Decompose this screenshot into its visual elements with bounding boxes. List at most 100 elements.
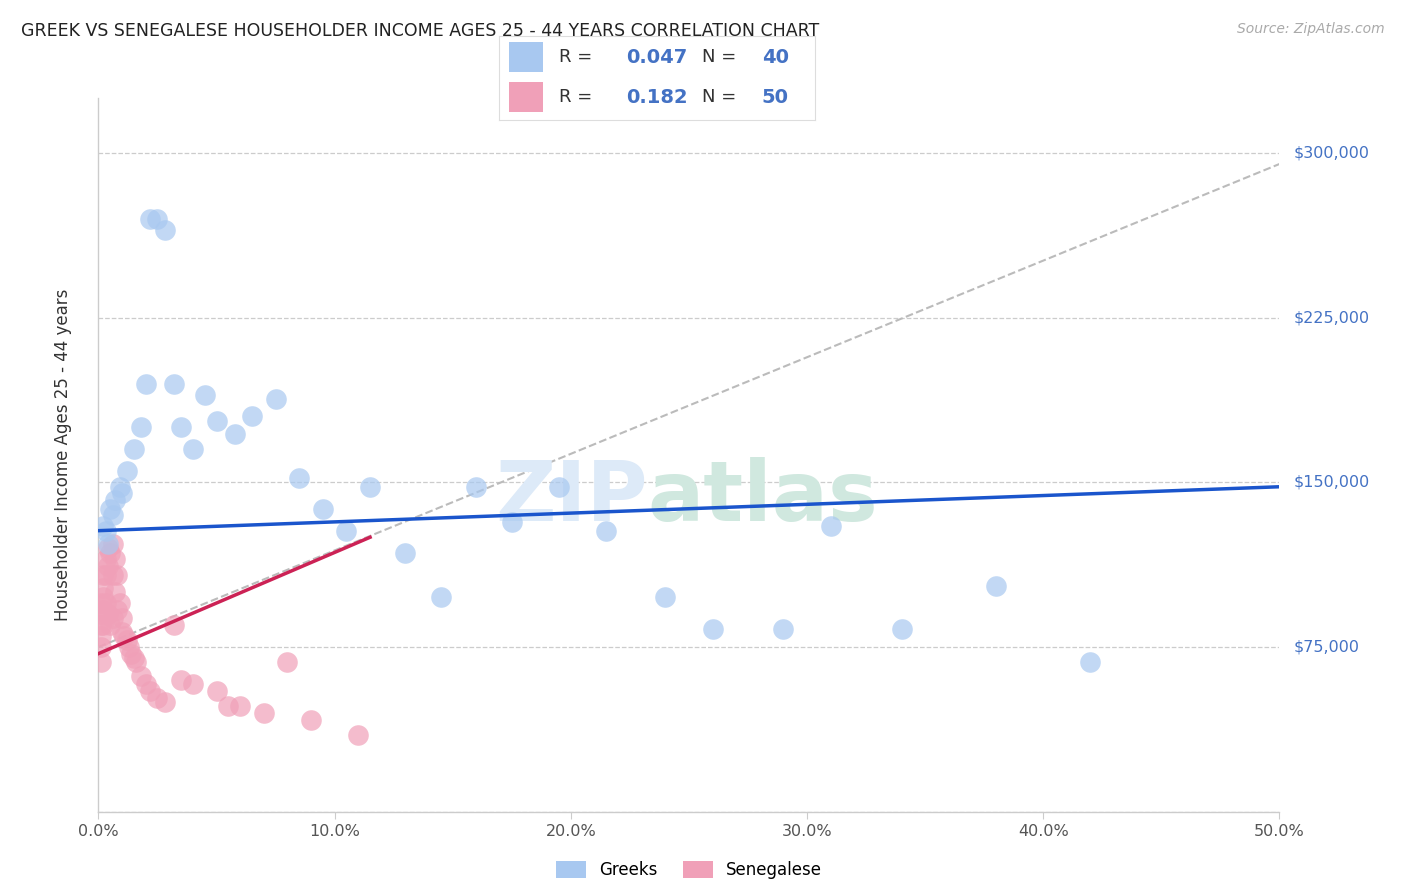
Point [122,651,145,665]
Bar [509,82,543,112]
Point [181,442,204,457]
Point [253,706,276,720]
Point [91,590,114,604]
Point [91,567,114,582]
Text: $150,000: $150,000 [1294,475,1369,490]
Point [94,567,117,582]
Point [548,480,571,494]
Text: R =: R = [560,88,605,106]
Point [359,480,381,494]
Point [194,387,217,401]
Text: R =: R = [560,48,598,66]
Point [820,519,842,533]
Point [288,471,311,485]
Point [97,537,120,551]
Point [139,211,162,226]
Bar [509,43,543,72]
Legend: Greeks, Senegalese: Greeks, Senegalese [550,854,828,886]
Point [94,552,117,566]
Point [465,480,488,494]
Point [984,578,1007,592]
Point [129,420,152,434]
Point [153,695,176,709]
Point [430,590,453,604]
Point [299,713,322,727]
Point [595,524,617,538]
Point [94,596,117,610]
Point [90,596,112,610]
Point [139,684,162,698]
Point [97,558,120,573]
Point [240,409,263,424]
Point [501,515,523,529]
Point [335,524,357,538]
Point [105,603,128,617]
Text: 0.182: 0.182 [626,87,688,107]
Point [105,567,128,582]
Y-axis label: Householder Income Ages 25 - 44 years: Householder Income Ages 25 - 44 years [53,289,72,621]
Text: N =: N = [702,48,741,66]
Point [91,519,114,533]
Point [90,640,112,654]
Point [111,486,134,500]
Point [115,633,138,648]
Point [890,623,912,637]
Point [104,585,127,599]
Point [108,480,131,494]
Point [170,420,193,434]
Point [276,656,298,670]
Point [170,673,193,687]
Point [121,647,143,661]
Point [104,552,127,566]
Point [217,699,239,714]
Point [111,624,134,639]
Point [101,567,124,582]
Point [153,223,176,237]
Point [115,464,138,478]
Point [163,618,186,632]
Point [125,656,148,670]
Text: atlas: atlas [648,458,879,538]
Point [108,596,131,610]
Point [146,211,169,226]
Point [94,524,117,538]
Point [91,603,114,617]
Text: 50: 50 [762,87,789,107]
Point [772,623,794,637]
Text: GREEK VS SENEGALESE HOUSEHOLDER INCOME AGES 25 - 44 YEARS CORRELATION CHART: GREEK VS SENEGALESE HOUSEHOLDER INCOME A… [21,22,820,40]
Point [702,623,724,637]
Point [394,546,416,560]
Text: $300,000: $300,000 [1294,145,1369,161]
Point [129,668,152,682]
Point [90,607,112,621]
Point [135,677,157,691]
Point [654,590,676,604]
Point [1080,656,1102,670]
Point [118,640,141,654]
Text: $75,000: $75,000 [1294,640,1360,655]
Point [98,618,121,632]
Point [205,684,228,698]
Point [101,611,124,625]
Point [135,376,157,391]
Point [181,677,204,691]
Point [97,607,120,621]
Point [91,581,114,595]
Point [146,690,169,705]
Text: 0.047: 0.047 [626,48,688,67]
Point [111,611,134,625]
Point [112,629,135,643]
Point [229,699,252,714]
Point [98,501,121,516]
Point [122,442,145,457]
Point [163,376,186,391]
Point [90,629,112,643]
Point [90,656,112,670]
Point [224,427,246,442]
Point [101,508,124,523]
Text: $225,000: $225,000 [1294,310,1369,326]
Point [264,392,287,406]
Point [104,492,127,507]
Text: N =: N = [702,88,741,106]
Point [205,414,228,428]
